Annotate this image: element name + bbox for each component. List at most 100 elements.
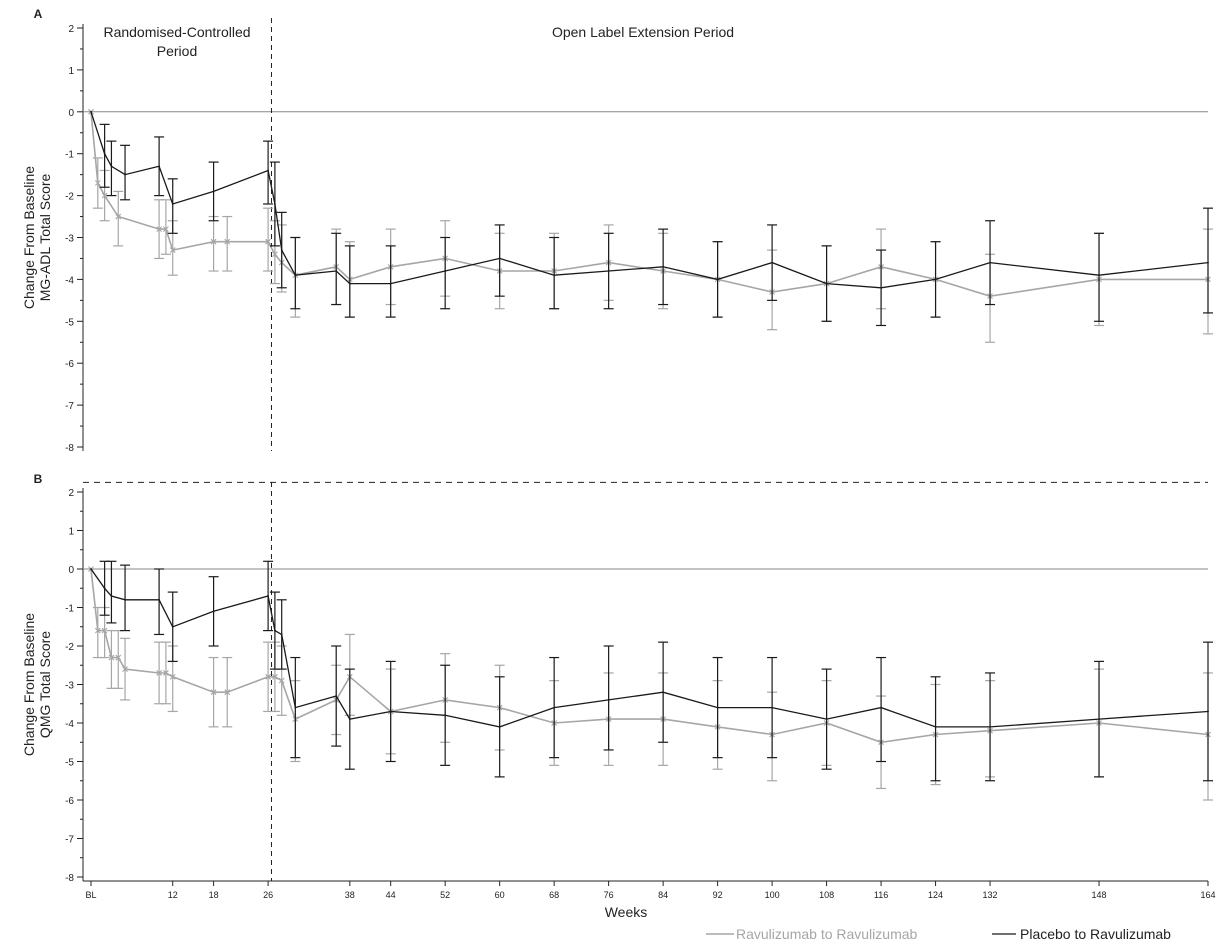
panel-label: A: [34, 7, 43, 21]
x-tick-label: 108: [819, 890, 834, 900]
series-1: [90, 560, 1213, 782]
y-tick-label: -7: [65, 835, 74, 846]
panel-label: B: [34, 472, 43, 486]
data-point: [90, 568, 92, 570]
data-point: [163, 670, 169, 676]
data-point: [122, 666, 128, 672]
data-point: [115, 213, 122, 220]
period-label-line: Randomised-Controlled: [103, 24, 250, 40]
y-tick-label: -3: [65, 234, 74, 245]
y-axis-label-line: Change From Baseline: [21, 613, 37, 756]
x-tick-label: 38: [345, 890, 355, 900]
y-axis-label-line: MG-ADL Total Score: [37, 173, 53, 301]
data-point: [278, 677, 285, 684]
data-point: [662, 265, 665, 268]
data-point: [716, 278, 719, 281]
data-point: [348, 282, 351, 285]
data-point: [444, 714, 447, 717]
data-point: [158, 598, 161, 601]
data-point: [1207, 261, 1209, 264]
y-tick-label: -2: [65, 642, 74, 653]
data-point: [265, 238, 271, 245]
x-tick-label: 148: [1092, 890, 1107, 900]
data-point: [335, 695, 338, 697]
data-point: [716, 706, 719, 709]
legend-label-ravulizumab: Ravulizumab to Ravulizumab: [736, 926, 918, 942]
data-point: [444, 270, 447, 272]
x-tick-label: BL: [85, 890, 96, 900]
data-point: [389, 710, 392, 713]
data-point: [115, 654, 122, 661]
data-point: [880, 706, 882, 709]
data-point: [272, 673, 278, 680]
legend-label-placebo: Placebo to Ravulizumab: [1020, 926, 1171, 942]
data-point: [210, 689, 217, 696]
data-point: [825, 282, 828, 285]
x-tick-label: 26: [263, 890, 273, 900]
y-tick-label: -3: [65, 681, 74, 692]
data-point: [212, 610, 215, 613]
series-1: [90, 110, 1213, 327]
data-point: [108, 654, 115, 661]
x-tick-label: 84: [658, 890, 668, 900]
y-tick-label: -4: [65, 719, 74, 730]
data-point: [101, 192, 108, 199]
data-point: [169, 673, 176, 680]
y-tick-label: -5: [65, 317, 74, 328]
data-point: [90, 110, 92, 113]
x-tick-label: 92: [713, 890, 723, 900]
data-point: [771, 261, 773, 264]
data-point: [825, 718, 828, 721]
data-point: [989, 725, 991, 728]
data-point: [607, 270, 610, 272]
period-label-line: Period: [157, 43, 197, 59]
y-tick-label: -1: [65, 150, 74, 161]
data-point: [156, 670, 162, 676]
data-point: [171, 203, 174, 205]
data-point: [267, 595, 269, 597]
data-point: [335, 270, 338, 272]
data-point: [94, 180, 101, 186]
data-point: [156, 226, 162, 233]
period-label-open-label: Open Label Extension Period: [552, 24, 734, 40]
y-tick-label: -1: [65, 604, 74, 615]
data-point: [348, 718, 351, 721]
y-tick-label: -6: [65, 359, 74, 370]
data-point: [880, 286, 882, 289]
panel-a: A 2 1 0 -1 -2 -3 -4 -5 -6 -7 -8 Change From Baseline…: [21, 7, 1213, 454]
data-point: [498, 725, 501, 728]
data-point: [171, 625, 174, 628]
x-tick-label: 52: [440, 890, 450, 900]
data-point: [280, 633, 283, 636]
data-point: [158, 165, 161, 168]
data-point: [272, 251, 278, 258]
y-tick-label: 0: [68, 108, 74, 119]
series-line: [90, 111, 1209, 289]
data-point: [224, 689, 231, 696]
data-point: [553, 274, 556, 277]
y-tick-label: -5: [65, 758, 74, 769]
x-tick-label: 76: [604, 890, 614, 900]
data-point: [553, 706, 556, 709]
data-point: [934, 278, 937, 281]
data-point: [212, 190, 215, 193]
y-axis-label: Change From BaselineMG-ADL Total Score: [21, 166, 53, 309]
y-tick-label: -2: [65, 192, 74, 203]
series-line: [90, 568, 1209, 744]
x-tick-label: 68: [549, 890, 559, 900]
data-point: [273, 629, 276, 632]
data-point: [1098, 274, 1100, 277]
y-tick-label: -6: [65, 796, 74, 807]
series-0: [88, 566, 1213, 801]
period-label-randomised: Randomised-Controlled Period: [103, 24, 250, 59]
data-point: [124, 173, 126, 176]
data-point: [110, 165, 113, 168]
y-tick-label: 2: [68, 24, 74, 35]
data-point: [94, 627, 101, 634]
data-point: [163, 226, 169, 233]
data-point: [267, 169, 269, 172]
x-tick-label: 44: [386, 890, 396, 900]
y-tick-label: -7: [65, 401, 74, 412]
data-point: [224, 238, 231, 245]
